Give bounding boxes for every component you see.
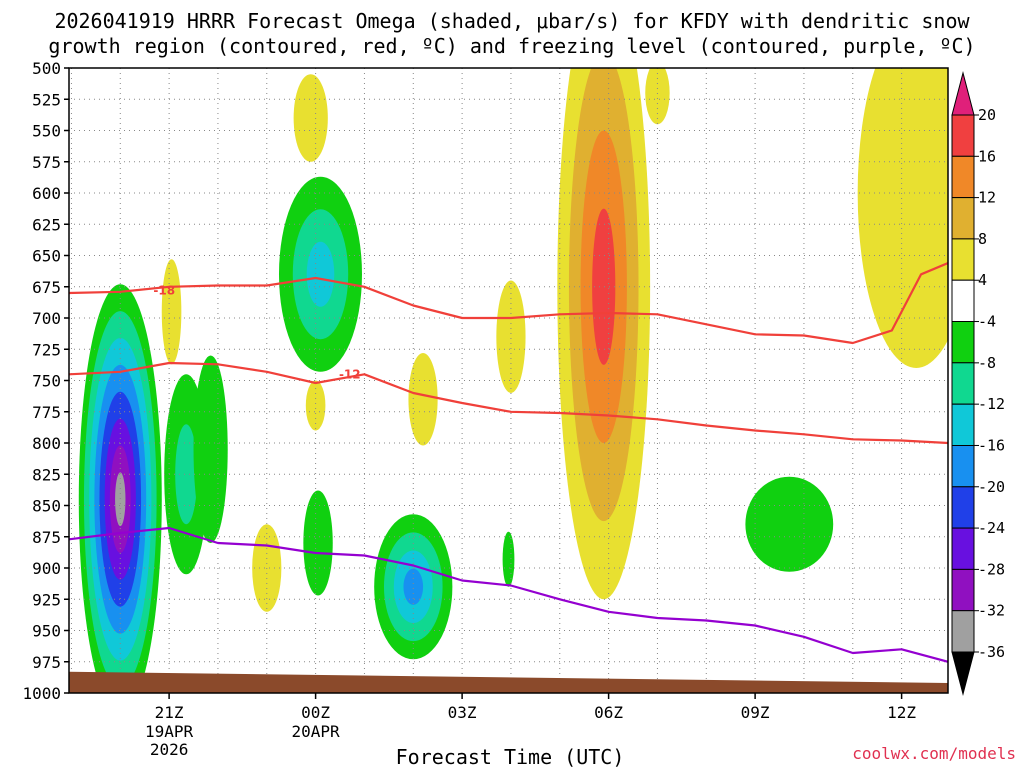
x-tick-label-12Z: 12Z [887, 703, 916, 722]
omega-area-small-ascent--4 [502, 531, 515, 587]
y-tick-label-750: 750 [32, 372, 61, 391]
x-axis-label: Forecast Time (UTC) [396, 745, 625, 768]
y-tick-label-675: 675 [32, 278, 61, 297]
omega-area-descent-top-4 [496, 280, 526, 393]
y-tick-label-625: 625 [32, 215, 61, 234]
colorbar-label-20: 20 [978, 106, 996, 124]
colorbar-label--32: -32 [978, 602, 1005, 620]
colorbar-label--16: -16 [978, 436, 1005, 454]
omega-area-midlevel-ascent--12 [306, 241, 335, 307]
omega-area-strong-ascent--32 [115, 472, 126, 527]
contour-freezing-level [69, 526, 948, 663]
x-tick-label-09Z: 09Z [741, 703, 770, 722]
contour-minus-18 [69, 261, 948, 345]
y-tick-label-925: 925 [32, 590, 61, 609]
omega-area-bl-ascent--16 [403, 568, 424, 605]
y-tick-label-650: 650 [32, 247, 61, 266]
omega-area-descent-shoulder-4 [645, 68, 670, 125]
colorbar-label--4: -4 [978, 313, 996, 331]
omega-area-descent-small-4-4 [408, 352, 438, 446]
colorbar-bin--36--32 [951, 610, 975, 653]
omega-area-descent-right-4 [857, 68, 948, 368]
colorbar-label-4: 4 [978, 271, 987, 289]
colorbar-label--36: -36 [978, 643, 1005, 661]
colorbar-bin--4-4 [951, 279, 975, 323]
y-tick-label-875: 875 [32, 528, 61, 547]
omega-area-descent-small-1-4 [161, 259, 182, 365]
x-tick-label-21Z: 21Z [155, 703, 184, 722]
colorbar-bin--16--12 [951, 403, 975, 447]
colorbar-label-8: 8 [978, 230, 987, 248]
ground-surface [69, 671, 948, 693]
contour-minus-12 [69, 361, 948, 445]
y-tick-label-800: 800 [32, 434, 61, 453]
y-tick-label-700: 700 [32, 309, 61, 328]
grid-lines [69, 68, 948, 693]
colorbar-bin--12--8 [951, 362, 975, 405]
y-tick-label-900: 900 [32, 559, 61, 578]
y-tick-label-525: 525 [32, 90, 61, 109]
y-tick-label-950: 950 [32, 622, 61, 641]
chart-title-line-1: 2026041919 HRRR Forecast Omega (shaded, … [54, 9, 970, 33]
colorbar-bin-16-20 [951, 114, 975, 157]
x-tick-label-00Z: 00Z [301, 703, 330, 722]
colorbar-bin-4-8 [951, 238, 975, 281]
omega-area-descent-core-16 [592, 208, 616, 365]
y-tick-label-975: 975 [32, 653, 61, 672]
omega-shading [78, 68, 948, 693]
colorbar-label--12: -12 [978, 395, 1005, 413]
colorbar-label-16: 16 [978, 147, 996, 165]
contour-label-minus-12: -12 [339, 367, 361, 381]
y-tick-label-1000: 1000 [22, 684, 61, 703]
y-tick-label-775: 775 [32, 403, 61, 422]
omega-area-ascent-tail-2--4 [193, 355, 228, 544]
x-tick-date-21Z: 19APR [145, 722, 194, 741]
y-tick-label-500: 500 [32, 59, 61, 78]
y-tick-label-575: 575 [32, 153, 61, 172]
omega-area-ascent-tail--8 [175, 424, 198, 525]
colorbar-label--24: -24 [978, 519, 1005, 537]
chart-title-line-2: growth region (contoured, red, ºC) and f… [48, 34, 975, 58]
ground-layer [69, 671, 948, 693]
omega-area-descent-small-3-4 [305, 380, 326, 431]
y-tick-label-725: 725 [32, 340, 61, 359]
colorbar-bin--32--28 [951, 568, 975, 612]
colorbar-arrow-min [951, 651, 975, 696]
colorbar-bin-12-16 [951, 155, 975, 199]
temperature-contours: -18 -12 [69, 261, 948, 663]
y-tick-label-550: 550 [32, 122, 61, 141]
colorbar-label--20: -20 [978, 478, 1005, 496]
colorbar-bin--28--24 [951, 527, 975, 570]
y-tick-label-600: 600 [32, 184, 61, 203]
y-tick-label-850: 850 [32, 497, 61, 516]
omega-area-low-ascent--4 [303, 490, 333, 596]
contour-label-minus-18: -18 [153, 284, 175, 298]
omega-area-late-ascent--4 [745, 476, 834, 572]
colorbar-label--28: -28 [978, 560, 1005, 578]
colorbar-label--8: -8 [978, 354, 996, 372]
colorbar-label-12: 12 [978, 189, 996, 207]
pressure-axis: 500 525 550 575 600 625 650 675 700 725 750 775 800 8… [22, 59, 69, 703]
colorbar-bin--20--16 [951, 445, 975, 488]
omega-colorbar: 20 16 12 8 4 -4 -8 -12 -16 -20 -24 -28 -32 -36 [951, 71, 1005, 696]
colorbar-bin--8--4 [951, 321, 975, 364]
colorbar-bin--24--20 [951, 486, 975, 529]
y-tick-label-825: 825 [32, 465, 61, 484]
colorbar-bin-8-12 [951, 197, 975, 240]
x-tick-year-21Z: 2026 [150, 740, 189, 759]
x-tick-label-06Z: 06Z [594, 703, 623, 722]
x-tick-date-00Z: 20APR [292, 722, 341, 741]
colorbar-arrow-max [951, 71, 975, 116]
x-tick-label-03Z: 03Z [448, 703, 477, 722]
credit-text: coolwx.com/models [852, 744, 1016, 763]
omega-area-descent-upper-4 [293, 74, 328, 162]
